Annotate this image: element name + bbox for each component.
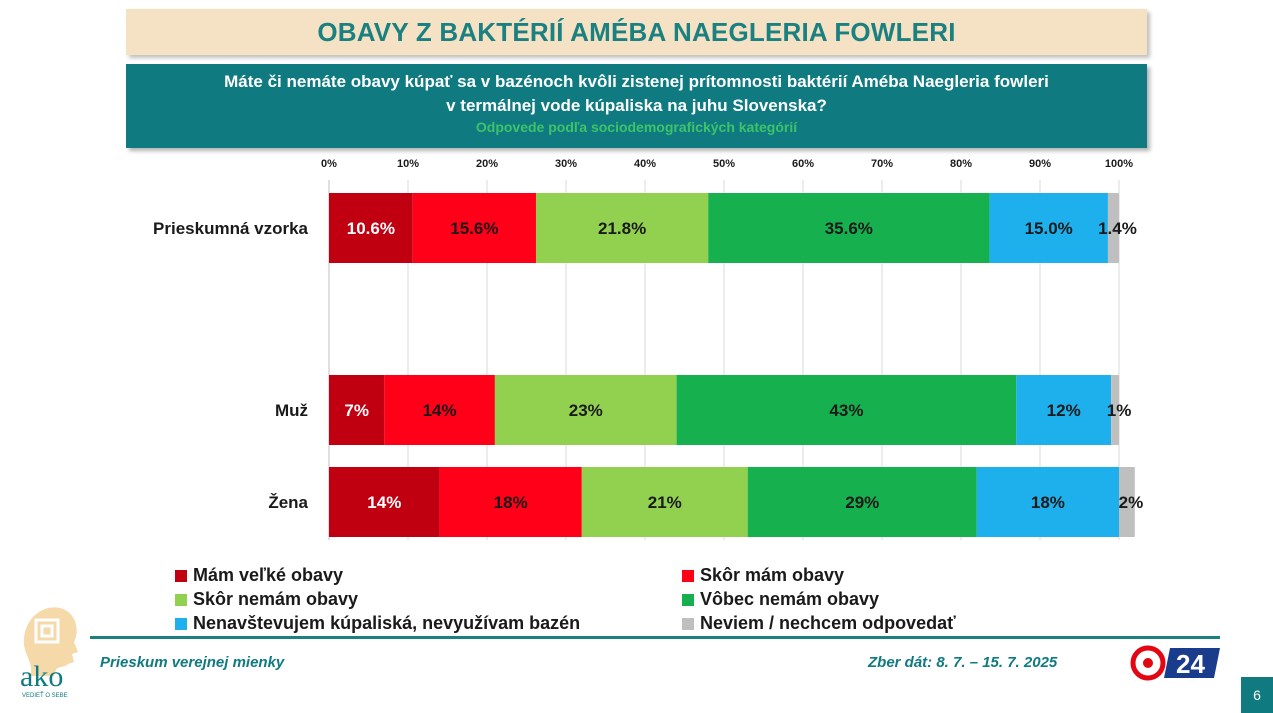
x-tick-label: 100% bbox=[1105, 158, 1133, 170]
data-label: 43% bbox=[829, 401, 863, 420]
bar-segment bbox=[747, 467, 977, 537]
x-tick-label: 30% bbox=[555, 158, 577, 170]
ako-logo-tagline: VEDIEŤ O SEBE bbox=[22, 691, 68, 699]
tv24-ring-icon bbox=[1130, 645, 1166, 681]
bar-segment bbox=[439, 467, 582, 537]
data-label: 14% bbox=[423, 401, 457, 420]
bar-segment bbox=[329, 193, 413, 263]
page-number: 6 bbox=[1241, 677, 1273, 713]
bar-segment bbox=[494, 375, 677, 445]
x-tick-label: 60% bbox=[792, 158, 814, 170]
legend-swatch bbox=[682, 593, 694, 606]
legend-label: Mám veľké obavy bbox=[193, 565, 344, 585]
bar-segment bbox=[581, 467, 748, 537]
x-tick-label: 40% bbox=[634, 158, 656, 170]
footer-divider bbox=[90, 636, 1220, 639]
legend-item-6: Neviem / nechcem odpovedať bbox=[682, 613, 956, 634]
legend-item-2: Skôr mám obavy bbox=[682, 565, 844, 586]
x-tick-label: 90% bbox=[1029, 158, 1051, 170]
data-label: 21.8% bbox=[598, 219, 646, 238]
legend-label: Skôr nemám obavy bbox=[193, 589, 359, 609]
bar-segment bbox=[989, 193, 1108, 263]
data-label: 18% bbox=[494, 493, 528, 512]
bar-segment bbox=[412, 193, 536, 263]
question-banner: Máte či nemáte obavy kúpať sa v bazénoch… bbox=[126, 64, 1147, 148]
legend-label: Vôbec nemám obavy bbox=[700, 589, 880, 609]
title-banner: OBAVY Z BAKTÉRIÍ AMÉBA NAEGLERIA FOWLERI bbox=[126, 9, 1147, 55]
x-tick-label: 50% bbox=[713, 158, 735, 170]
x-tick-label: 0% bbox=[321, 158, 337, 170]
x-tick-label: 80% bbox=[950, 158, 972, 170]
legend-swatch bbox=[175, 569, 187, 582]
legend-swatch bbox=[175, 593, 187, 606]
legend-item-4: Vôbec nemám obavy bbox=[682, 589, 879, 610]
bar-segment bbox=[1016, 375, 1112, 445]
bar-segment bbox=[976, 467, 1119, 537]
question-subtitle: Odpovede podľa sociodemografických kateg… bbox=[475, 119, 798, 135]
legend-swatch bbox=[682, 569, 694, 582]
stacked-bar-chart: 0% 10% 20% 30% 40% 50% 60% 70% 80% 90% 100% Priesku… bbox=[153, 158, 1144, 540]
bar-segment bbox=[329, 375, 385, 445]
question-line-2: v termálnej vode kúpaliska na juhu Slove… bbox=[446, 96, 827, 115]
data-label: 1% bbox=[1107, 401, 1132, 420]
question-line-1: Máte či nemáte obavy kúpať sa v bazénoch… bbox=[224, 72, 1049, 91]
data-label: 29% bbox=[845, 493, 879, 512]
bar-segment bbox=[1111, 375, 1119, 445]
x-tick-label: 20% bbox=[476, 158, 498, 170]
data-label: 2% bbox=[1119, 493, 1144, 512]
legend-item-1: Mám veľké obavy bbox=[175, 565, 343, 586]
bar-segment bbox=[708, 193, 990, 263]
footer-survey-label: Prieskum verejnej mienky bbox=[100, 654, 285, 671]
ako-logo-text: ako bbox=[20, 660, 63, 693]
data-label: 23% bbox=[569, 401, 603, 420]
data-label: 21% bbox=[648, 493, 682, 512]
legend-swatch bbox=[175, 617, 187, 630]
bar-segment bbox=[676, 375, 1017, 445]
data-label: 15.6% bbox=[450, 219, 498, 238]
data-label: 10.6% bbox=[347, 219, 395, 238]
legend-label: Skôr mám obavy bbox=[700, 565, 845, 585]
bar-segment bbox=[329, 467, 440, 537]
bar-segment bbox=[1119, 467, 1135, 537]
data-label: 1.4% bbox=[1098, 219, 1137, 238]
tv24-logo: 24 bbox=[1130, 645, 1220, 681]
x-tick-label: 70% bbox=[871, 158, 893, 170]
data-label: 14% bbox=[367, 493, 401, 512]
category-label: Žena bbox=[268, 493, 308, 512]
data-label: 12% bbox=[1047, 401, 1081, 420]
legend-swatch bbox=[682, 617, 694, 630]
legend-label: Neviem / nechcem odpovedať bbox=[700, 613, 956, 633]
data-label: 7% bbox=[344, 401, 369, 420]
tv24-logo-text: 24 bbox=[1176, 649, 1205, 679]
data-label: 18% bbox=[1031, 493, 1065, 512]
x-tick-label: 10% bbox=[397, 158, 419, 170]
data-label: 35.6% bbox=[825, 219, 873, 238]
category-label: Muž bbox=[275, 401, 308, 420]
bar-segment bbox=[1107, 193, 1119, 263]
ako-logo: ako VEDIEŤ O SEBE bbox=[20, 607, 78, 699]
page-title: OBAVY Z BAKTÉRIÍ AMÉBA NAEGLERIA FOWLERI bbox=[317, 16, 956, 47]
legend-item-3: Skôr nemám obavy bbox=[175, 589, 358, 610]
legend-item-5: Nenavštevujem kúpaliská, nevyužívam bazé… bbox=[175, 613, 580, 634]
footer-date-range: Zber dát: 8. 7. – 15. 7. 2025 bbox=[868, 654, 1058, 671]
category-label: Prieskumná vzorka bbox=[153, 219, 309, 238]
bar-segment bbox=[535, 193, 709, 263]
bar-segment bbox=[384, 375, 495, 445]
legend-label: Nenavštevujem kúpaliská, nevyužívam bazé… bbox=[193, 613, 581, 633]
data-label: 15.0% bbox=[1025, 219, 1073, 238]
